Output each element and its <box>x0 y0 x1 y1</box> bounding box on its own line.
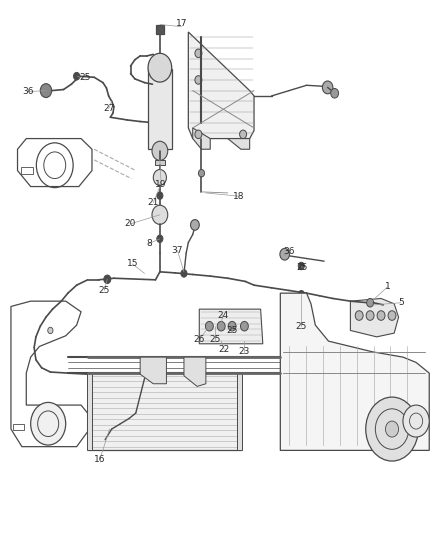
Circle shape <box>280 248 290 260</box>
Text: 25: 25 <box>297 263 308 272</box>
Circle shape <box>298 290 304 298</box>
Text: 27: 27 <box>103 104 114 113</box>
Circle shape <box>385 421 399 437</box>
Text: 36: 36 <box>283 247 295 256</box>
Text: 24: 24 <box>217 311 228 320</box>
Circle shape <box>191 220 199 230</box>
Bar <box>148 69 172 149</box>
Bar <box>155 160 165 165</box>
Text: 36: 36 <box>22 87 33 96</box>
Text: 25: 25 <box>296 322 307 330</box>
Circle shape <box>157 192 163 199</box>
Text: 25: 25 <box>209 335 220 344</box>
Circle shape <box>228 321 236 331</box>
Polygon shape <box>193 128 210 149</box>
Polygon shape <box>280 293 429 450</box>
Text: 18: 18 <box>233 192 244 200</box>
Circle shape <box>217 321 225 331</box>
Bar <box>13 424 24 430</box>
Polygon shape <box>140 357 166 384</box>
Circle shape <box>377 311 385 320</box>
Circle shape <box>31 402 66 445</box>
Bar <box>156 25 164 34</box>
Bar <box>237 373 242 450</box>
Text: 16: 16 <box>94 455 106 464</box>
Polygon shape <box>199 309 263 344</box>
Bar <box>87 373 92 450</box>
Circle shape <box>40 84 52 98</box>
Text: 25: 25 <box>226 326 238 335</box>
Circle shape <box>366 397 418 461</box>
Circle shape <box>157 235 163 243</box>
Text: 20: 20 <box>125 220 136 228</box>
Bar <box>21 167 33 174</box>
Circle shape <box>104 275 111 284</box>
Polygon shape <box>188 32 254 139</box>
Circle shape <box>367 298 374 307</box>
Circle shape <box>298 262 304 270</box>
Text: 1: 1 <box>385 282 391 291</box>
Circle shape <box>205 321 213 331</box>
Circle shape <box>153 169 166 185</box>
Text: 22: 22 <box>219 345 230 353</box>
Text: 17: 17 <box>176 19 187 28</box>
Text: 15: 15 <box>127 260 138 268</box>
Text: 26: 26 <box>194 335 205 344</box>
Text: 37: 37 <box>172 246 183 255</box>
Circle shape <box>195 49 202 58</box>
Circle shape <box>240 130 247 139</box>
Text: 25: 25 <box>80 73 91 82</box>
Text: 5: 5 <box>398 298 404 307</box>
Text: 23: 23 <box>239 348 250 356</box>
Text: 21: 21 <box>148 198 159 207</box>
Polygon shape <box>184 357 206 386</box>
Circle shape <box>148 53 172 82</box>
Circle shape <box>48 327 53 334</box>
Text: 25: 25 <box>99 286 110 295</box>
Circle shape <box>331 88 339 98</box>
Text: 8: 8 <box>146 239 152 248</box>
Circle shape <box>366 311 374 320</box>
Circle shape <box>322 81 333 94</box>
Circle shape <box>181 270 187 277</box>
Circle shape <box>240 321 248 331</box>
Polygon shape <box>350 298 399 337</box>
Circle shape <box>198 169 205 177</box>
Circle shape <box>195 76 202 84</box>
Circle shape <box>152 141 168 160</box>
Circle shape <box>403 405 429 437</box>
Circle shape <box>388 311 396 320</box>
Circle shape <box>355 311 363 320</box>
Circle shape <box>195 130 202 139</box>
Text: 19: 19 <box>155 181 167 189</box>
Circle shape <box>74 72 80 80</box>
Circle shape <box>152 205 168 224</box>
Polygon shape <box>228 139 250 149</box>
Bar <box>88 373 241 450</box>
